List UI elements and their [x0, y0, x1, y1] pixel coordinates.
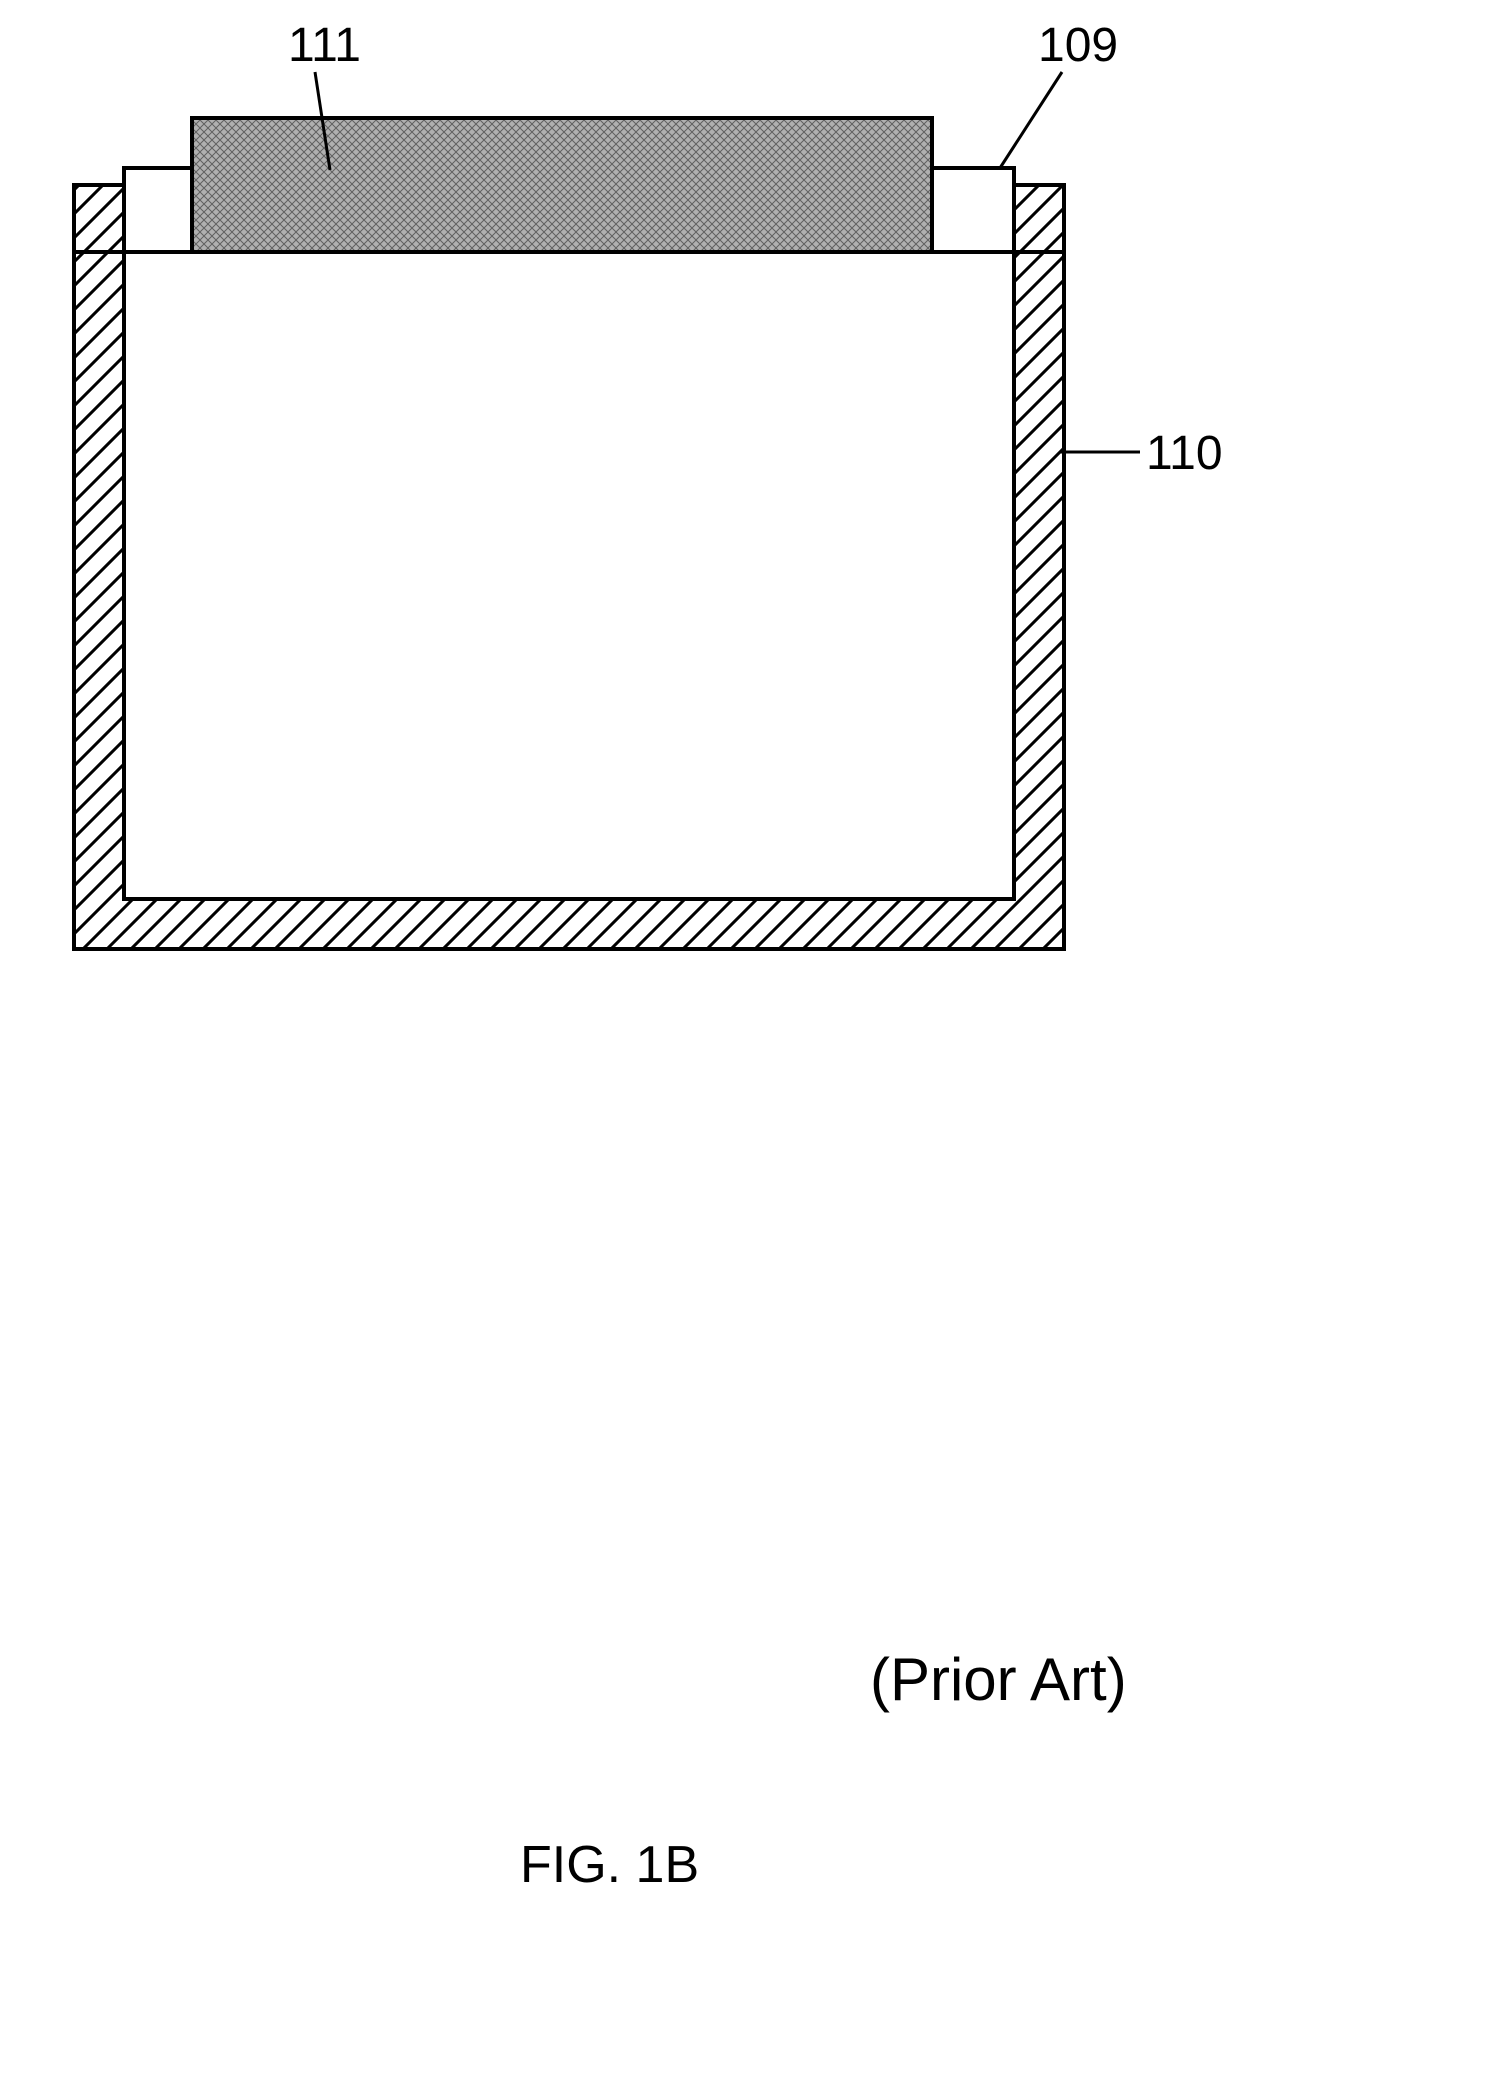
container-110: [74, 185, 1064, 949]
label-109: 109: [1038, 18, 1118, 73]
container-walls: [74, 185, 1064, 949]
top-element-111: [192, 118, 932, 252]
label-111: 111: [288, 18, 361, 73]
prior-art-label: (Prior Art): [870, 1645, 1127, 1714]
figure-label: FIG. 1B: [520, 1835, 699, 1895]
gasket-right-109: [932, 168, 1014, 252]
leader-line-109: [1000, 72, 1062, 168]
patent-diagram: [0, 0, 1499, 2093]
label-110: 110: [1146, 426, 1223, 481]
gasket-left-109: [124, 168, 192, 252]
